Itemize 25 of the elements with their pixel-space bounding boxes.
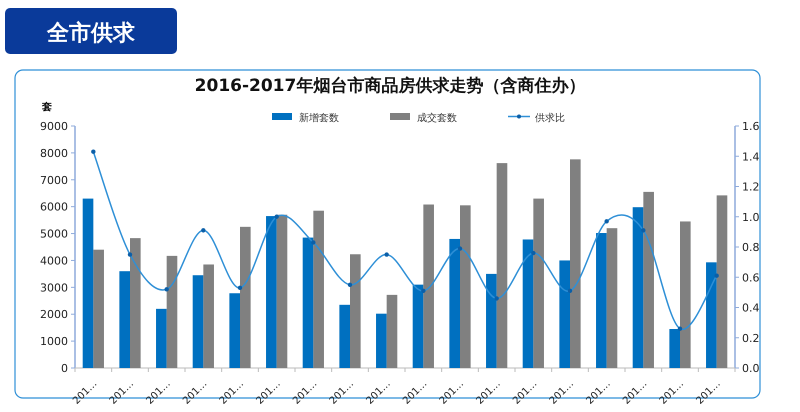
y2tick: 1.2 xyxy=(742,180,760,194)
ytick: 6000 xyxy=(40,200,68,214)
header: 全市供求 xyxy=(47,21,135,46)
ytick: 2000 xyxy=(40,308,68,322)
y2tick: 0.4 xyxy=(742,302,760,314)
ytick: 7000 xyxy=(40,174,68,187)
ylabel: 套 xyxy=(42,102,52,113)
ytick: 0 xyxy=(61,362,68,375)
y2tick: 0.8 xyxy=(742,241,760,254)
ytick: 5000 xyxy=(40,228,68,241)
y2tick: 1.4 xyxy=(742,150,760,164)
ytick: 3000 xyxy=(40,281,68,294)
y2tick: 0.6 xyxy=(742,271,760,284)
legend-label: 供求比 xyxy=(535,113,565,124)
ytick: 1000 xyxy=(40,335,68,348)
ytick: 8000 xyxy=(40,146,68,160)
title: 2016-2017年烟台市商品房供求走势（含商住办） xyxy=(194,76,586,96)
legend-label: 成交套数 xyxy=(417,113,457,124)
y2tick: 0.2 xyxy=(742,332,760,345)
y2tick: 1.6 xyxy=(742,120,760,133)
y2tick: 1.0 xyxy=(742,210,760,224)
ytick: 9000 xyxy=(40,120,68,133)
legend-label: 新增套数 xyxy=(299,113,339,124)
ytick: 4000 xyxy=(40,254,68,268)
y2tick: 0.0 xyxy=(742,362,760,375)
